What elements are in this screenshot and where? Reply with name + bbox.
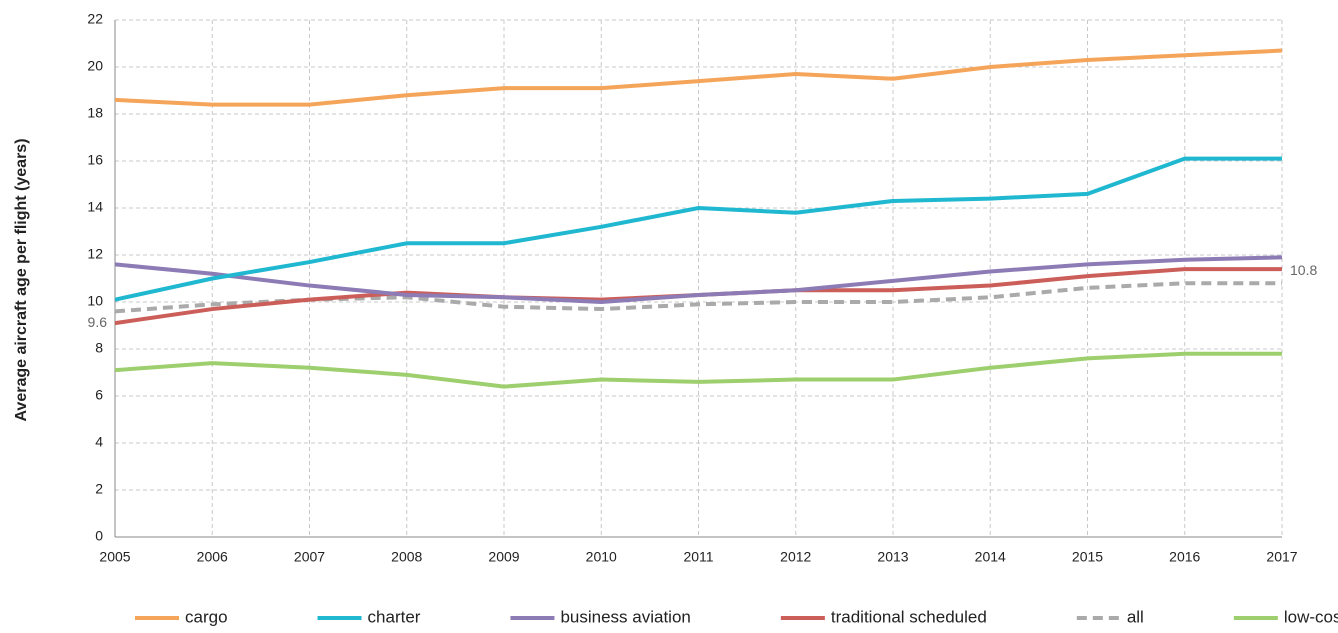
y-axis-label: Average aircraft age per flight (years) [13, 138, 30, 421]
y-tick-label: 6 [95, 387, 103, 403]
series-line [114, 48, 1283, 107]
y-tick-label: 0 [95, 528, 103, 544]
x-tick-label: 2012 [780, 549, 811, 565]
y-tick-label: 12 [87, 246, 103, 262]
x-tick-label: 2008 [391, 549, 422, 565]
data-label: 10.8 [1290, 262, 1317, 278]
y-tick-label: 8 [95, 340, 103, 356]
y-tick-label: 18 [87, 105, 103, 121]
legend-label: cargo [185, 607, 228, 626]
y-tick-label: 20 [87, 58, 103, 74]
legend-label: low-cost [1284, 607, 1338, 626]
series-line [114, 156, 1282, 302]
x-tick-label: 2006 [197, 549, 228, 565]
y-tick-label: 22 [87, 11, 103, 27]
x-tick-label: 2011 [683, 549, 713, 565]
x-tick-label: 2016 [1169, 549, 1200, 565]
data-label: 9.6 [88, 314, 108, 330]
legend-label: all [1127, 607, 1144, 626]
x-tick-label: 2017 [1266, 549, 1297, 565]
y-tick-label: 16 [87, 152, 103, 168]
y-tick-label: 4 [95, 434, 103, 450]
y-tick-label: 14 [87, 199, 103, 215]
x-tick-label: 2009 [488, 549, 519, 565]
legend-label: traditional scheduled [831, 607, 987, 626]
series-line [114, 255, 1283, 305]
x-tick-label: 2005 [99, 549, 130, 565]
x-tick-label: 2014 [975, 549, 1006, 565]
x-tick-label: 2013 [877, 549, 908, 565]
legend-label: business aviation [560, 607, 690, 626]
series-line [114, 351, 1282, 389]
y-tick-label: 2 [95, 481, 103, 497]
y-tick-label: 10 [87, 293, 103, 309]
x-tick-label: 2010 [586, 549, 617, 565]
legend-label: charter [368, 607, 421, 626]
x-tick-label: 2015 [1072, 549, 1103, 565]
x-tick-label: 2007 [294, 549, 325, 565]
